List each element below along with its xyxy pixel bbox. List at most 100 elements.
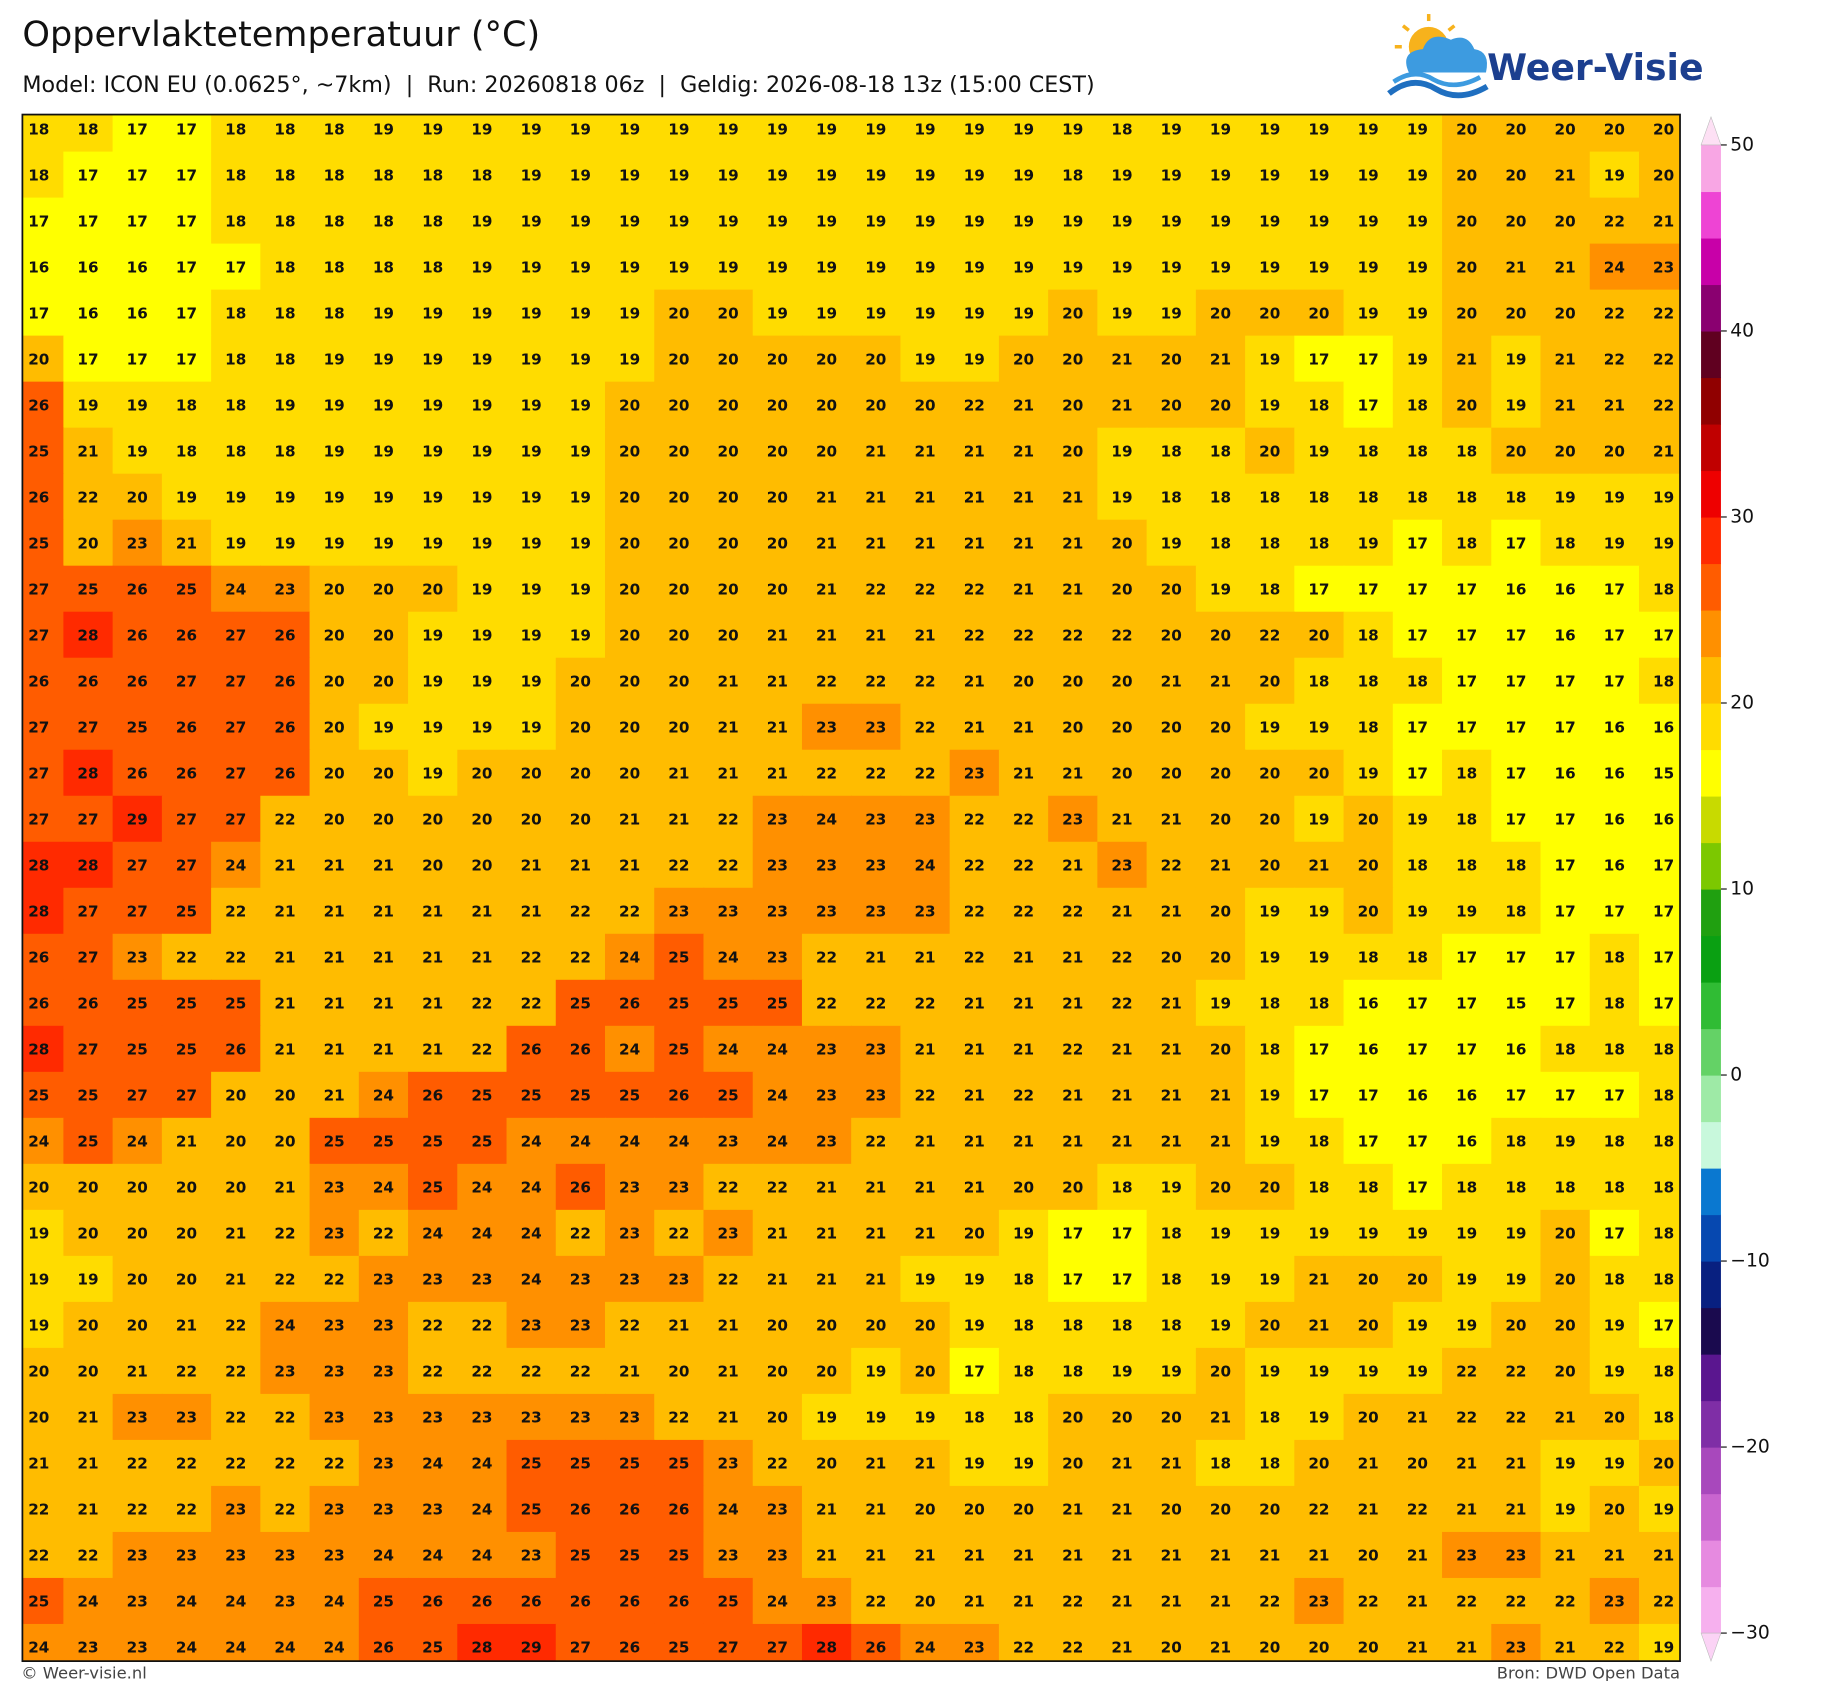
temp-cell xyxy=(555,151,606,199)
temp-cell xyxy=(457,289,508,337)
temp-cell xyxy=(851,473,902,521)
temp-cell xyxy=(1146,1301,1197,1349)
temp-cell xyxy=(555,1623,606,1662)
temp-label: 20 xyxy=(225,1179,246,1197)
temp-cell xyxy=(22,151,65,199)
temp-label: 23 xyxy=(718,1133,739,1151)
temp-label: 19 xyxy=(521,166,542,184)
temp-label: 29 xyxy=(127,810,148,828)
temp-label: 19 xyxy=(1210,1225,1231,1243)
temp-label: 19 xyxy=(1161,166,1182,184)
temp-cell xyxy=(358,243,409,291)
temp-cell xyxy=(555,335,606,383)
temp-cell xyxy=(1491,1163,1542,1211)
temp-label: 19 xyxy=(914,212,935,230)
temp-cell xyxy=(1491,151,1542,199)
temp-label: 20 xyxy=(1358,902,1379,920)
temp-cell xyxy=(900,1255,951,1303)
temp-cell xyxy=(408,381,458,429)
temp-label: 23 xyxy=(521,1409,542,1427)
temp-label: 19 xyxy=(521,442,542,460)
temp-cell xyxy=(1294,795,1345,843)
temp-label: 16 xyxy=(28,258,49,276)
temp-cell xyxy=(1097,114,1148,153)
temp-cell xyxy=(309,1301,360,1349)
temp-cell xyxy=(949,1301,1000,1349)
temp-label: 19 xyxy=(471,442,492,460)
temp-label: 19 xyxy=(1407,304,1428,322)
temp-cell xyxy=(851,657,902,705)
temp-cell xyxy=(1589,427,1640,475)
temp-cell xyxy=(605,1025,655,1073)
temp-label: 19 xyxy=(1604,1317,1625,1335)
temp-cell xyxy=(1638,473,1681,521)
temp-label: 19 xyxy=(1210,580,1231,598)
temp-cell xyxy=(1343,565,1394,613)
temp-label: 28 xyxy=(28,902,49,920)
temp-label: 19 xyxy=(1111,488,1132,506)
temp-label: 23 xyxy=(619,1409,640,1427)
temp-label: 21 xyxy=(127,1363,148,1381)
temp-cell xyxy=(801,657,852,705)
temp-label: 19 xyxy=(1111,304,1132,322)
temp-cell xyxy=(22,1301,65,1349)
temp-label: 23 xyxy=(373,1455,394,1473)
temp-label: 21 xyxy=(914,1547,935,1565)
temp-label: 25 xyxy=(28,442,49,460)
temp-cell xyxy=(408,887,458,935)
temp-cell xyxy=(949,841,1000,889)
temp-cell xyxy=(309,1393,360,1441)
temp-cell xyxy=(1343,1531,1394,1579)
temp-label: 25 xyxy=(422,1179,443,1197)
temp-label: 18 xyxy=(1653,1133,1674,1151)
temp-label: 19 xyxy=(816,212,837,230)
temp-cell xyxy=(1048,1577,1099,1625)
temp-label: 19 xyxy=(1358,764,1379,782)
colorbar-tick-label: 0 xyxy=(1730,1065,1742,1086)
temp-cell xyxy=(1540,1209,1591,1257)
temp-label: 25 xyxy=(422,1639,443,1657)
temp-label: 19 xyxy=(1358,534,1379,552)
temp-label: 19 xyxy=(1259,212,1280,230)
temp-label: 22 xyxy=(274,1501,295,1519)
temp-label: 19 xyxy=(373,534,394,552)
temp-cell xyxy=(801,197,852,245)
temp-label: 20 xyxy=(718,304,739,322)
temp-label: 21 xyxy=(1555,396,1576,414)
temp-cell xyxy=(1048,933,1099,981)
temp-cell xyxy=(1146,243,1197,291)
temp-label: 19 xyxy=(964,120,985,138)
temp-cell xyxy=(1195,657,1246,705)
temp-cell xyxy=(1195,565,1246,613)
colorbar-tick-label: 10 xyxy=(1730,879,1754,900)
temp-label: 24 xyxy=(521,1271,542,1289)
temp-cell xyxy=(309,427,360,475)
temp-label: 19 xyxy=(1505,396,1526,414)
temp-label: 20 xyxy=(1456,212,1477,230)
temp-cell xyxy=(752,1485,803,1533)
temp-cell xyxy=(703,1117,754,1165)
temp-label: 19 xyxy=(767,304,788,322)
temp-cell xyxy=(1442,427,1492,475)
temp-label: 18 xyxy=(1259,580,1280,598)
temp-label: 18 xyxy=(422,258,443,276)
temp-cell xyxy=(309,114,360,153)
temp-cell xyxy=(1048,749,1099,797)
temp-label: 21 xyxy=(521,856,542,874)
temp-cell xyxy=(555,979,606,1027)
temp-label: 19 xyxy=(1210,994,1231,1012)
temp-cell xyxy=(358,795,409,843)
temp-cell xyxy=(112,1393,163,1441)
temp-label: 18 xyxy=(1456,764,1477,782)
temp-label: 19 xyxy=(570,442,591,460)
temp-cell xyxy=(900,887,951,935)
temp-cell xyxy=(998,427,1049,475)
temp-cell xyxy=(506,1577,557,1625)
temp-label: 22 xyxy=(422,1363,443,1381)
temp-label: 18 xyxy=(1653,1409,1674,1427)
temp-label: 22 xyxy=(570,1363,591,1381)
temp-cell xyxy=(1146,1255,1197,1303)
temp-label: 26 xyxy=(570,1040,591,1058)
temp-cell xyxy=(1442,933,1492,981)
temp-label: 23 xyxy=(767,948,788,966)
